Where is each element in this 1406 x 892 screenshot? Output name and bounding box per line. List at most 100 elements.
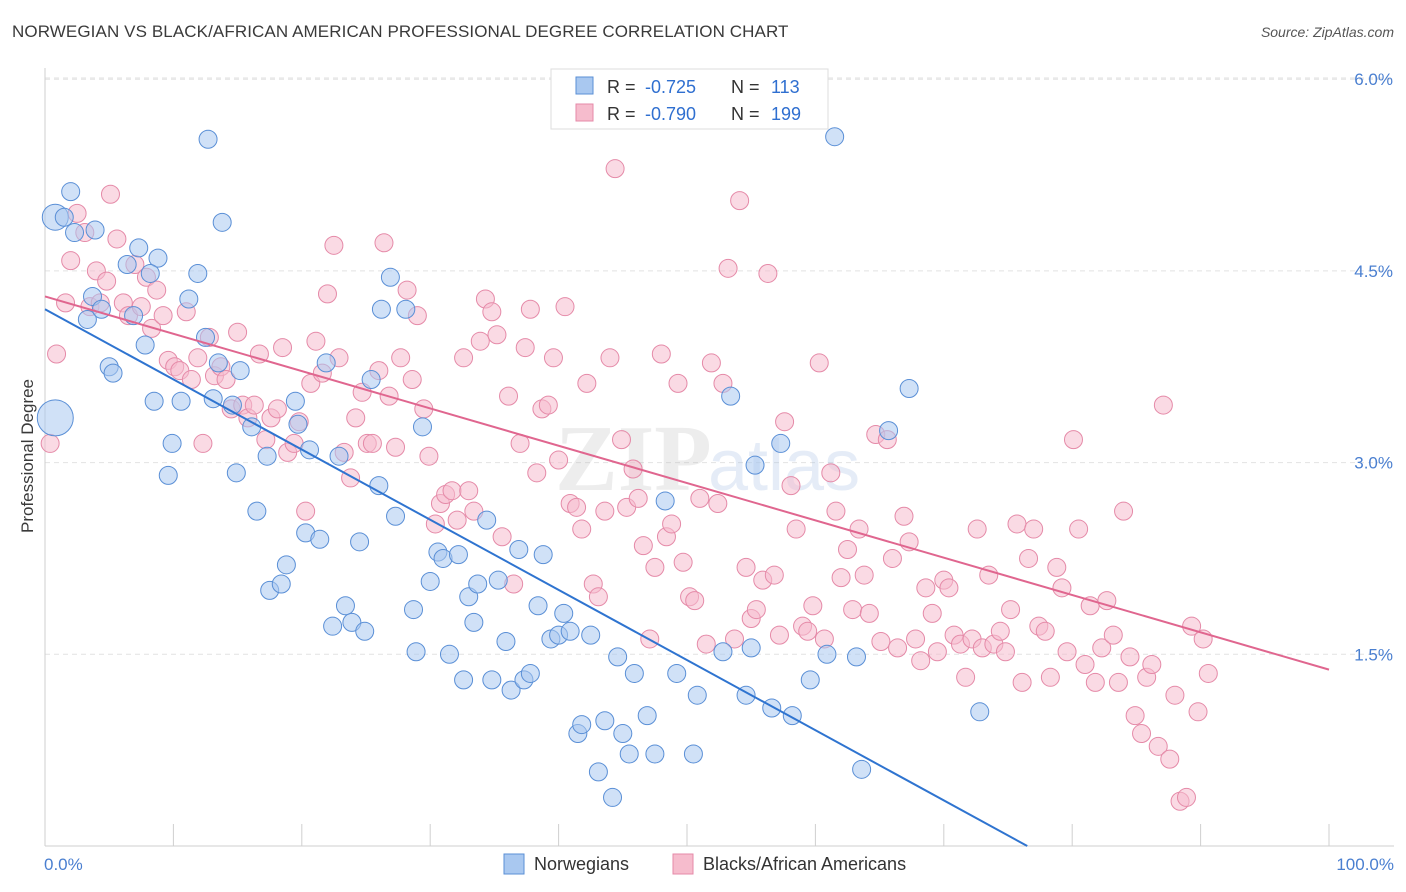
blue-point [771,433,791,453]
pink-point [97,271,117,291]
blue-point [406,642,426,662]
pink-point [859,603,879,623]
pink-point [1176,787,1196,807]
pink-point [979,565,999,585]
pink-point [228,322,248,342]
blue-point [800,670,820,690]
legend-r-value-1: -0.725 [645,77,696,97]
blue-point [179,289,199,309]
blue-point [323,616,343,636]
pink-point [374,233,394,253]
trend-line-norwegians [44,308,1028,847]
x-min-label: 0.0% [44,855,83,874]
pink-point [843,600,863,620]
blue-point [595,711,615,731]
pink-point [147,280,167,300]
pink-point [567,497,587,517]
blue-point [687,685,707,705]
blue-point [560,621,580,641]
blue-point [970,702,990,722]
pink-point [922,603,942,623]
blue-point [103,363,123,383]
pink-point [267,399,287,419]
blue-point [817,644,837,664]
pink-point [990,621,1010,641]
pink-point [572,519,592,539]
pink-point [391,348,411,368]
pink-point [447,510,467,530]
pink-point [107,229,127,249]
pink-point [153,306,173,326]
bottom-legend-pink-label: Blacks/African Americans [703,854,906,874]
blue-point [412,417,432,437]
correlation-legend: R = -0.725 N = 113 R = -0.790 N = 199 [550,68,829,130]
blue-point [276,555,296,575]
blue-point [36,399,74,437]
pink-point [61,251,81,271]
pink-point [746,600,766,620]
pink-point [633,536,653,556]
pink-point [1103,625,1123,645]
pink-point [685,591,705,611]
pink-point [470,331,490,351]
bottom-legend-blue-label: Norwegians [534,854,629,874]
blue-point [448,545,468,565]
bottom-legend-swatch-pink [672,853,694,875]
blue-point [745,455,765,475]
pink-point [696,634,716,654]
pink-point [888,638,908,658]
pink-point [1148,736,1168,756]
blue-point [619,744,639,764]
blue-point [361,370,381,390]
pink-point [306,331,326,351]
blue-point [285,391,305,411]
blue-point [464,612,484,632]
pink-point [1019,548,1039,568]
blue-point [683,744,703,764]
bottom-legend-swatch-blue [503,853,525,875]
pink-point [911,651,931,671]
blue-point [198,129,218,149]
blue-point [144,391,164,411]
blue-point [624,663,644,683]
pink-point [786,519,806,539]
blue-point [572,715,592,735]
pink-point [459,481,479,501]
blue-point [230,361,250,381]
blue-point [316,353,336,373]
pink-point [244,395,264,415]
pink-point [296,501,316,521]
pink-point [798,621,818,641]
blue-point [85,220,105,240]
pink-point [775,412,795,432]
pink-point [605,159,625,179]
blue-point [477,510,497,530]
chart-title: NORWEGIAN VS BLACK/AFRICAN AMERICAN PROF… [12,22,789,41]
pink-point [1075,655,1095,675]
blue-point [288,414,308,434]
pink-point [826,501,846,521]
pink-point [1007,514,1027,534]
blue-point [117,255,137,275]
y-tick-label: 3.0% [1354,454,1393,473]
pink-point [362,433,382,453]
blue-point [135,335,155,355]
pink-point [324,235,344,255]
blue-point [242,417,262,437]
pink-point [454,348,474,368]
blue-point [482,670,502,690]
pink-point [487,325,507,345]
blue-point [65,223,85,243]
pink-point [764,565,784,585]
blue-point [721,386,741,406]
y-tick-label: 6.0% [1354,70,1393,89]
pink-point [871,632,891,652]
blue-point [129,238,149,258]
pink-point [600,348,620,368]
series-legend: Norwegians Blacks/African Americans [503,853,906,875]
pink-point [1114,501,1134,521]
pink-point [612,430,632,450]
blue-point [509,540,529,560]
blue-point [468,574,488,594]
